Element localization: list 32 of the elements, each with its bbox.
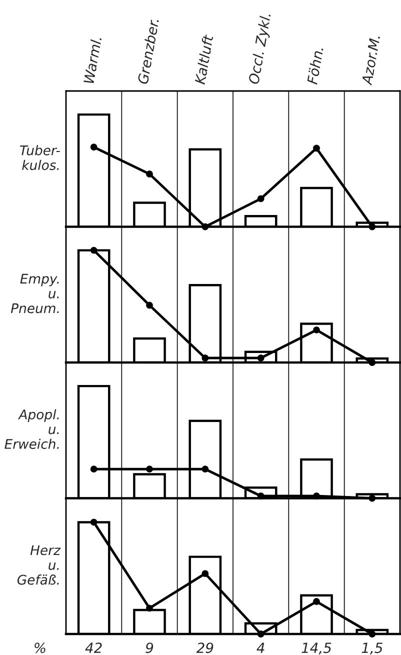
y-axis-title: Tuber- kulos. <box>20 145 60 170</box>
point <box>313 326 320 334</box>
point <box>90 144 98 151</box>
point <box>146 170 153 178</box>
data-label: 14,5 <box>302 642 332 654</box>
data-label: 29 <box>196 642 214 654</box>
point <box>90 518 98 526</box>
x-tick-label: Azor.M. <box>361 35 380 86</box>
data-label: 1,5 <box>362 642 382 654</box>
point <box>257 630 264 638</box>
x-tick-label: Grenzber. <box>137 18 159 84</box>
x-tick-label: Warml. <box>83 36 102 84</box>
point <box>202 570 209 578</box>
text: % <box>34 642 46 654</box>
point <box>313 598 320 605</box>
y-axis-title: Apopl. u. Erweich. <box>4 409 59 449</box>
point <box>146 302 153 309</box>
point <box>313 144 320 152</box>
point <box>146 604 153 612</box>
data-label: 4 <box>256 642 264 653</box>
point <box>257 195 264 202</box>
y-axis-title: Herz u. Gefäß. <box>17 545 61 585</box>
point <box>257 354 264 362</box>
point <box>90 246 98 254</box>
data-label: 9 <box>146 642 154 654</box>
data-label: 42 <box>85 642 102 653</box>
y-axis-title: Empy. u. Pneum. <box>10 274 59 314</box>
x-tick-label: Kaltluft <box>194 34 214 85</box>
point <box>202 354 209 362</box>
x-tick-label: Occl. Zykl. <box>248 13 274 85</box>
x-tick-label: Föhn. <box>306 47 324 85</box>
point <box>368 630 376 638</box>
